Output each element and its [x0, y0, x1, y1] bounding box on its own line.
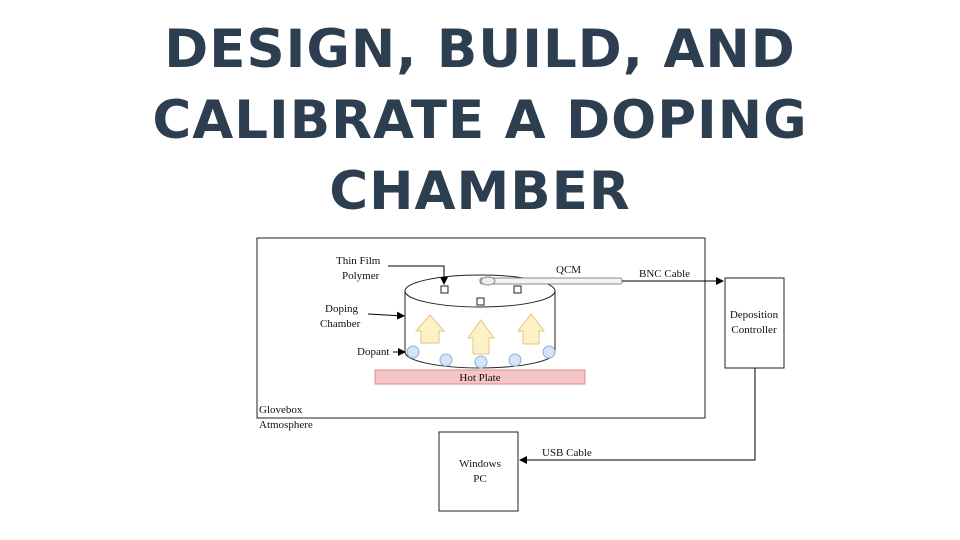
deposition-controller-label: Deposition	[730, 309, 779, 321]
dopant-particle	[406, 345, 420, 359]
usb-cable-label: USB Cable	[542, 447, 592, 459]
vapor-arrow	[467, 319, 495, 355]
qcm-label: QCM	[556, 264, 581, 276]
title-line-3: CHAMBER	[329, 161, 631, 222]
dopant-particle	[542, 345, 556, 359]
slide-title: DESIGN, BUILD, AND CALIBRATE A DOPING CH…	[0, 14, 960, 227]
title-line-2: CALIBRATE A DOPING	[152, 90, 808, 151]
thin-film-sample	[476, 297, 485, 306]
hot-plate	[374, 369, 586, 385]
windows-pc-label: Windows	[459, 458, 501, 470]
thin-film-label-2: Polymer	[342, 270, 380, 282]
glovebox-label-2: Atmosphere	[259, 419, 313, 431]
thin-film-sample	[513, 285, 522, 294]
dopant-particle	[439, 353, 453, 367]
glovebox-label: Glovebox	[259, 404, 303, 416]
hot-plate-label: Hot Plate	[459, 372, 500, 384]
thin-film-sample	[440, 285, 449, 294]
bnc-cable-label: BNC Cable	[639, 268, 690, 280]
dopant-particle	[474, 355, 488, 369]
dopant-label: Dopant	[357, 346, 389, 358]
usb-cable-line	[519, 368, 756, 464]
glovebox-box	[256, 237, 706, 419]
windows-pc-box	[438, 431, 519, 512]
qcm-sensor	[479, 276, 623, 286]
thin-film-pointer	[388, 265, 448, 285]
deposition-controller-box	[724, 277, 785, 369]
vapor-arrow	[516, 313, 546, 345]
doping-chamber-label-2: Chamber	[320, 318, 361, 330]
deposition-controller-label-2: Controller	[731, 324, 777, 336]
vapor-arrow	[414, 314, 446, 344]
dopant-particle	[508, 353, 522, 367]
thin-film-label: Thin Film	[336, 255, 381, 267]
windows-pc-label-2: PC	[473, 473, 486, 485]
doping-chamber-label: Doping	[325, 303, 359, 315]
title-line-1: DESIGN, BUILD, AND	[164, 19, 796, 80]
doping-chamber-pointer	[367, 311, 405, 320]
